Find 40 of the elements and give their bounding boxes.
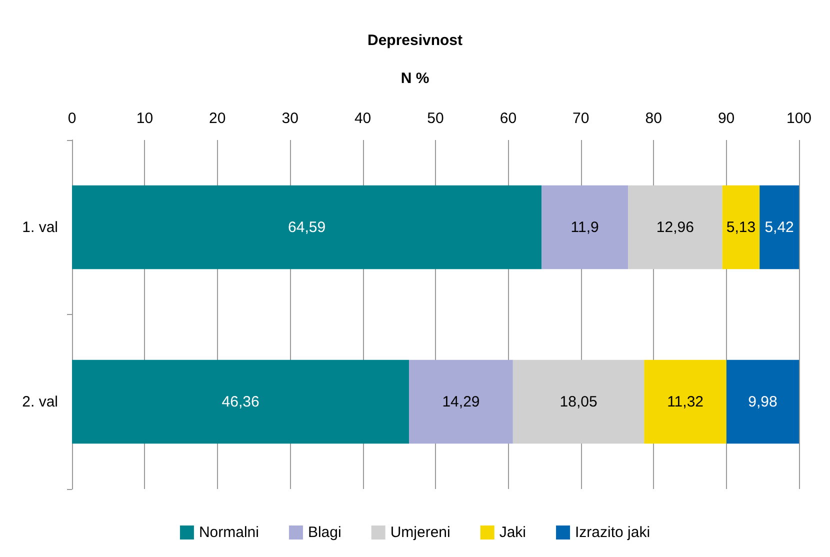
legend-label: Blagi [308,524,342,541]
data-label: 11,32 [667,393,704,410]
x-tick-label: 40 [354,110,372,127]
x-tick-label: 100 [786,110,812,127]
bar [512,360,644,444]
x-tick-label: 80 [645,110,662,127]
data-label: 12,96 [656,218,694,236]
x-tick-label: 0 [68,110,76,127]
bar [409,360,513,444]
legend-label: Umjereni [390,524,450,541]
x-tick-label: 70 [572,110,590,127]
x-tick-label: 90 [718,110,735,127]
data-label: 11,9 [570,218,599,236]
x-tick-label: 50 [427,110,444,127]
data-label: 64,59 [288,218,326,236]
data-label: 5,13 [726,218,756,236]
data-label: 18,05 [560,393,598,410]
bar [726,360,799,444]
bar [542,185,628,270]
x-axis-title: N % [400,70,430,87]
bar [760,185,799,270]
legend-label: Izrazito jaki [575,524,650,541]
y-tick-label: 1. val [22,218,58,236]
data-label: 46,36 [222,393,260,410]
x-tick-label: 30 [282,110,298,127]
y-tick-label: 2. val [22,393,58,410]
bar [72,185,542,270]
chart-title: Depresivnost [367,32,463,49]
bar [72,360,410,444]
data-label: 14,29 [442,393,480,410]
x-tick-label: 20 [209,110,226,127]
bar [628,185,722,270]
x-tick-label: 10 [136,110,154,127]
bar [722,185,760,270]
data-label: 9,98 [748,393,778,410]
legend-label: Normalni [198,524,259,541]
data-label: 5,42 [764,218,794,236]
legend-label: Jaki [499,524,526,541]
x-tick-label: 60 [500,110,517,127]
bar [644,360,726,444]
